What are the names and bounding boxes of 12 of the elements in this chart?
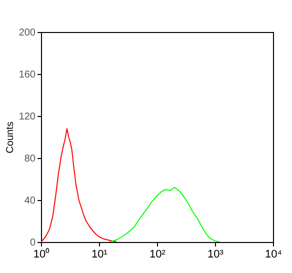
x-tick-label: 10² bbox=[150, 248, 166, 260]
x-tick-label: 10⁴ bbox=[265, 248, 282, 260]
y-axis-title: Counts bbox=[4, 122, 16, 154]
x-tick-label: 10¹ bbox=[92, 248, 108, 260]
x-tick-label: 10⁰ bbox=[33, 248, 50, 260]
y-tick-label: 80 bbox=[24, 154, 36, 164]
y-tick-label: 0 bbox=[30, 238, 36, 248]
y-tick-label: 160 bbox=[18, 70, 36, 80]
y-tick-label: 200 bbox=[18, 28, 36, 38]
y-tick-label: 120 bbox=[18, 112, 36, 122]
x-tick-label: 10³ bbox=[208, 248, 224, 260]
y-tick-label: 40 bbox=[24, 196, 36, 206]
